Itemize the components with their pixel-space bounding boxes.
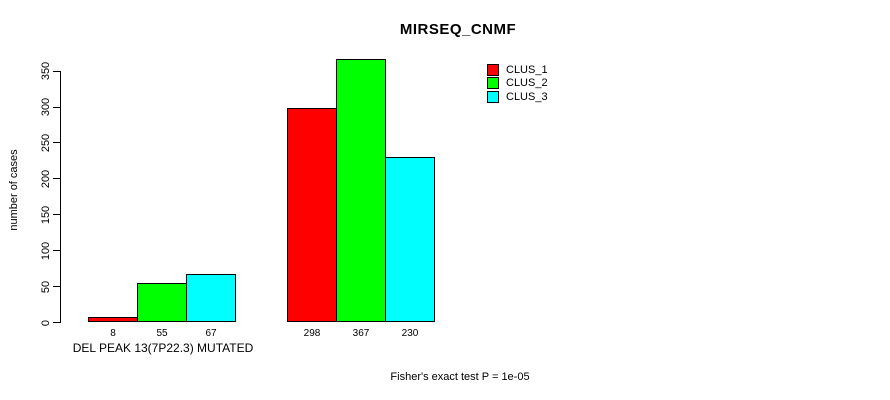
bar-clus_2-group2	[336, 58, 386, 323]
legend-swatch-icon	[487, 90, 499, 103]
annotation-text: Fisher's exact test P = 1e-05	[390, 371, 530, 383]
legend-item-clus_1: CLUS_1	[487, 63, 548, 77]
chart-title: MIRSEQ_CNMF	[399, 21, 517, 38]
y-tick-mark	[53, 322, 61, 323]
y-tick-mark	[53, 70, 61, 72]
y-tick-label: 200	[40, 169, 52, 189]
legend-label: CLUS_1	[506, 63, 548, 76]
y-tick-mark	[53, 286, 61, 288]
y-axis-line	[60, 71, 61, 323]
y-tick-label: 50	[40, 280, 52, 293]
legend-label: CLUS_2	[506, 77, 548, 90]
category-label: DEL PEAK 13(7P22.3) MUTATED	[72, 341, 254, 355]
legend-label: CLUS_3	[506, 90, 548, 103]
legend-item-clus_2: CLUS_2	[487, 77, 548, 91]
y-tick-mark	[53, 250, 61, 252]
bar-clus_3-group2	[385, 157, 435, 323]
y-tick-mark	[53, 214, 61, 216]
bar-value-label: 67	[205, 328, 217, 339]
y-tick-mark	[53, 106, 61, 108]
bar-clus_2-group1	[137, 282, 187, 323]
legend: CLUS_1 CLUS_2 CLUS_3	[487, 63, 548, 104]
y-tick-mark	[53, 142, 61, 144]
legend-swatch-icon	[487, 77, 499, 90]
bar-clus_1-group2	[287, 108, 337, 323]
bar-clus_3-group1	[186, 274, 236, 323]
bar-value-label: 230	[401, 328, 419, 339]
bar-value-label: 55	[156, 328, 168, 339]
legend-item-clus_3: CLUS_3	[487, 90, 548, 104]
y-tick-label: 250	[40, 133, 52, 153]
bar-value-label: 8	[110, 328, 116, 339]
bar-clus_1-group1	[88, 316, 138, 323]
y-tick-mark	[53, 178, 61, 180]
y-tick-label: 350	[40, 61, 52, 81]
y-axis-label: number of cases	[8, 149, 20, 231]
y-tick-label: 150	[40, 205, 52, 224]
y-tick-label: 300	[40, 97, 52, 117]
bar-value-label: 367	[352, 328, 370, 339]
legend-swatch-icon	[487, 63, 499, 76]
y-tick-label: 0	[40, 319, 52, 326]
bar-value-label: 298	[303, 328, 321, 339]
y-tick-label: 100	[40, 241, 52, 260]
